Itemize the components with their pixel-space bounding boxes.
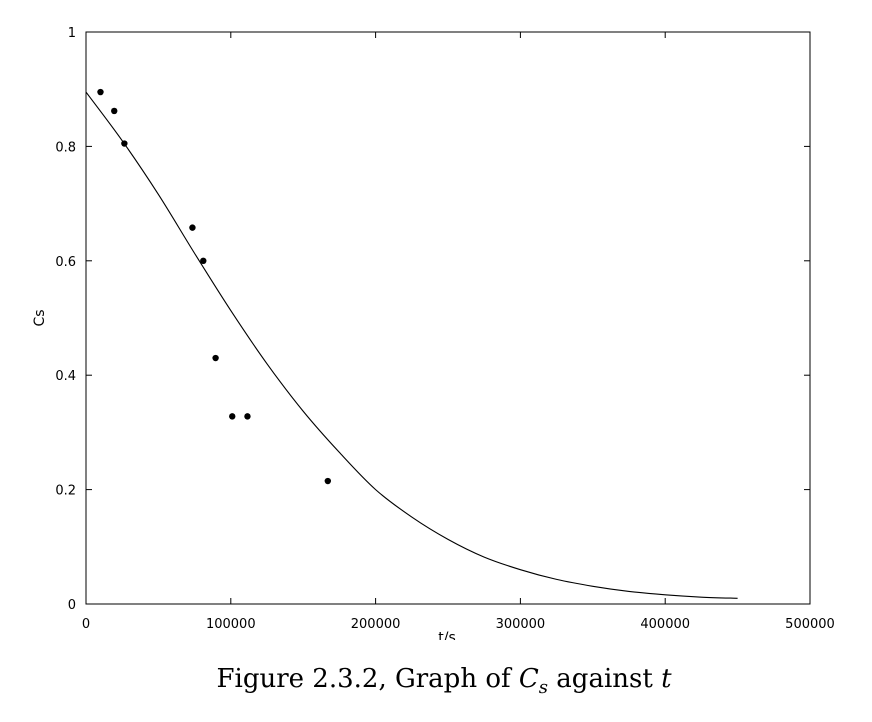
y-tick-label: 0.8 [55, 140, 76, 155]
y-tick-label: 0 [68, 598, 76, 613]
data-point [324, 477, 332, 485]
x-axis-label: t/s [438, 630, 456, 640]
caption-middle: against [548, 664, 662, 694]
y-axis-label: Cs [32, 309, 48, 326]
data-point [97, 88, 104, 96]
caption-subscript: s [538, 677, 549, 699]
x-tick-label: 0 [82, 617, 90, 632]
data-point [189, 224, 196, 231]
fitted-curve [85, 91, 738, 599]
y-tick-label: 0.2 [55, 484, 76, 499]
caption-variable: t [661, 664, 672, 694]
data-point [121, 140, 128, 147]
x-tick-label: 500000 [785, 617, 835, 632]
caption-prefix: Figure 2.3.2, Graph of [216, 664, 519, 694]
y-tick-label: 0.6 [55, 255, 76, 270]
data-point [212, 354, 219, 362]
x-tick-label: 200000 [351, 617, 401, 632]
plot-frame [85, 31, 811, 605]
chart: 0 100000 200000 300000 400000 500000 0 0.2 0.4 0.… [32, 26, 835, 640]
x-tick-label: 300000 [496, 617, 546, 632]
x-tick-label: 100000 [206, 617, 256, 632]
data-point [200, 257, 207, 264]
x-tick-label: 400000 [640, 617, 690, 632]
y-tick-label: 0.4 [55, 369, 76, 384]
caption-symbol: C [518, 664, 539, 694]
data-point [111, 107, 118, 115]
y-tick-label: 1 [68, 26, 76, 41]
figure-caption: Figure 2.3.2, Graph of Cs against t [0, 664, 872, 698]
data-point [229, 413, 236, 420]
data-point [244, 413, 251, 420]
